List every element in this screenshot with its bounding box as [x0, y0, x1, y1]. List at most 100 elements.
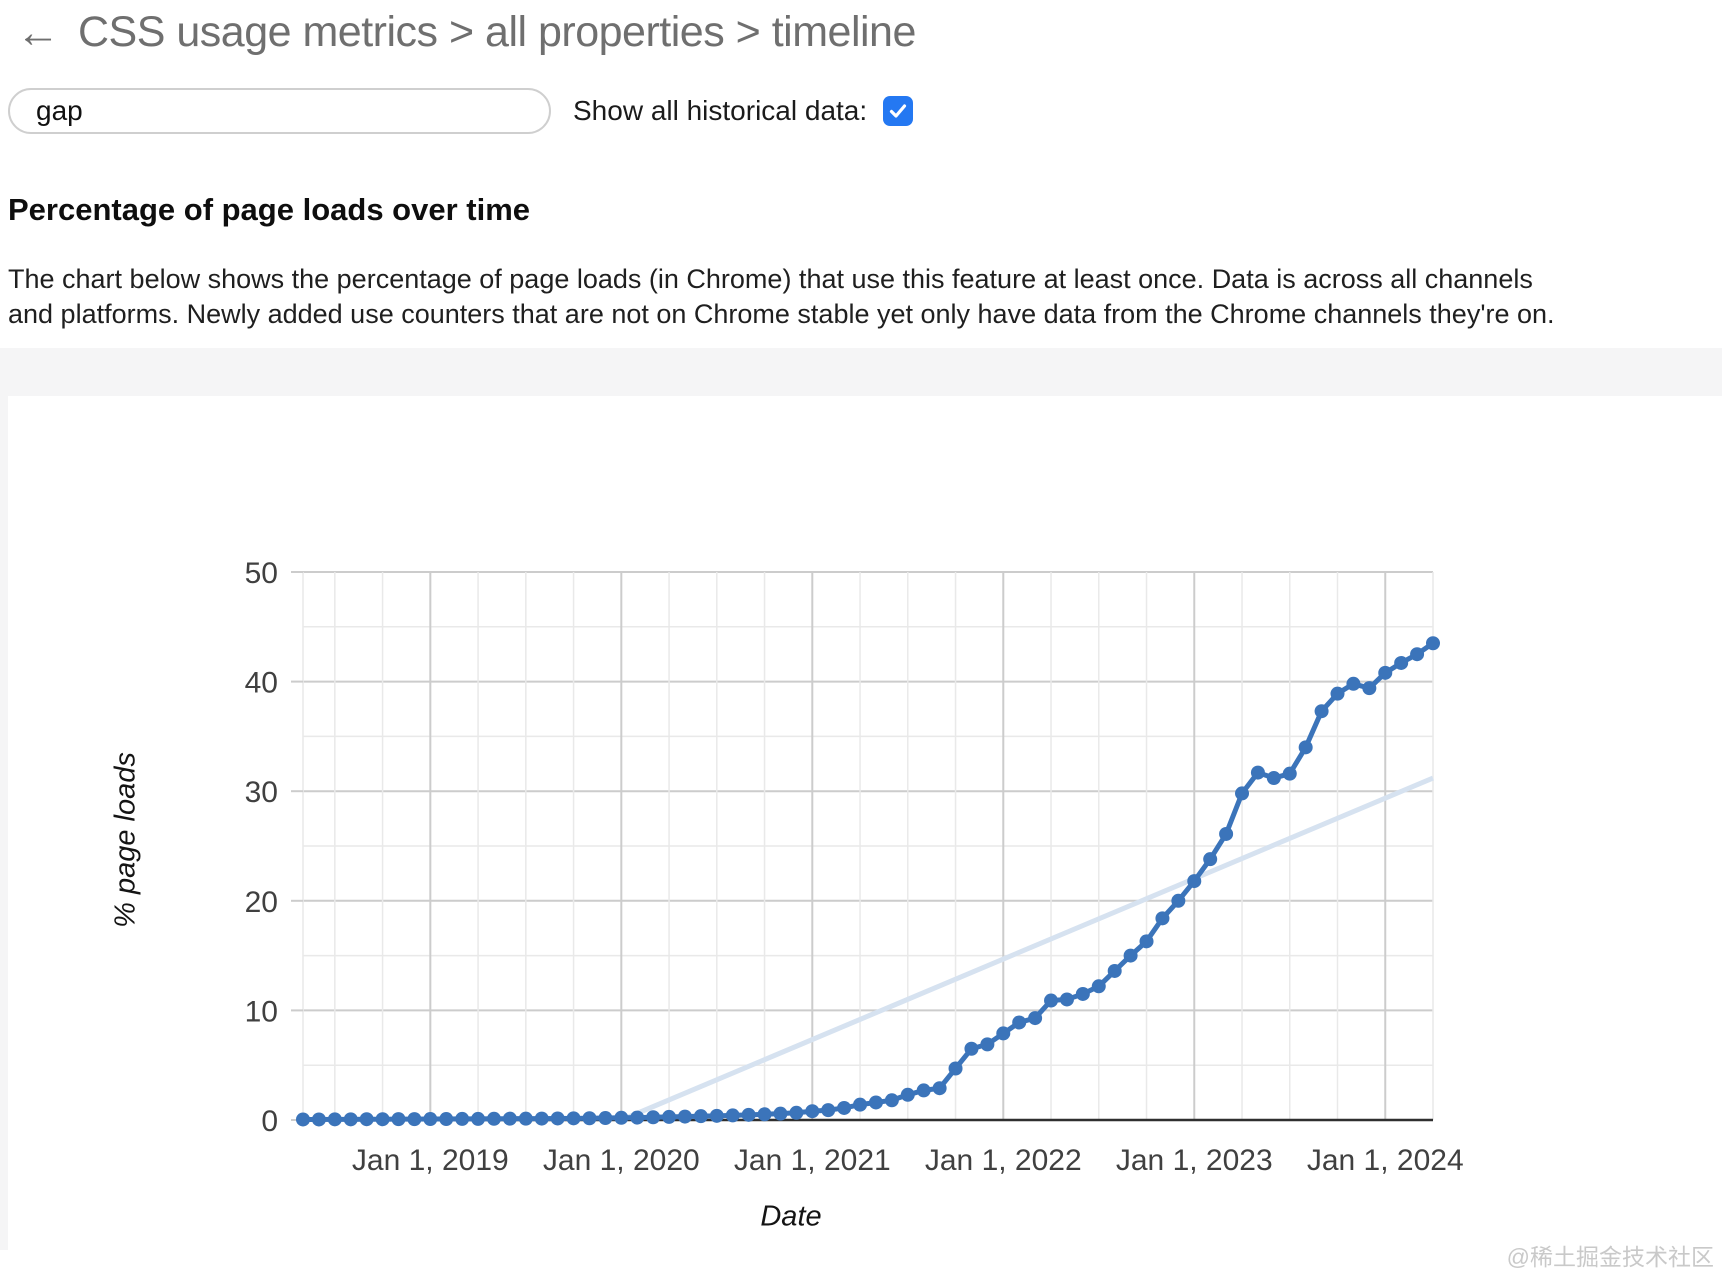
data-point[interactable]: [1107, 963, 1122, 978]
data-point[interactable]: [900, 1087, 915, 1102]
section-divider: [0, 348, 1722, 396]
x-tick-label: Jan 1, 2019: [352, 1144, 509, 1177]
data-point[interactable]: [1123, 948, 1138, 963]
data-point[interactable]: [1426, 636, 1440, 651]
data-point[interactable]: [709, 1108, 724, 1123]
data-point[interactable]: [789, 1105, 804, 1120]
data-point[interactable]: [1091, 979, 1106, 994]
historical-data-checkbox[interactable]: [883, 96, 914, 126]
data-point[interactable]: [598, 1111, 613, 1126]
feature-search-input[interactable]: [8, 88, 551, 134]
data-point[interactable]: [534, 1111, 549, 1126]
data-point[interactable]: [964, 1041, 979, 1056]
data-point[interactable]: [1330, 686, 1345, 701]
data-point[interactable]: [1266, 771, 1281, 786]
watermark: @稀土掘金技术社区: [1506, 1244, 1714, 1270]
data-point[interactable]: [646, 1110, 661, 1125]
y-tick-label: 20: [245, 886, 278, 919]
x-tick-label: Jan 1, 2022: [925, 1144, 1082, 1177]
data-point[interactable]: [296, 1112, 310, 1127]
data-point[interactable]: [566, 1111, 581, 1126]
data-point[interactable]: [821, 1103, 836, 1118]
data-point[interactable]: [614, 1110, 629, 1125]
left-gutter: [0, 348, 8, 1250]
data-point[interactable]: [1250, 765, 1265, 780]
data-point[interactable]: [1028, 1011, 1043, 1026]
data-point[interactable]: [1346, 676, 1361, 691]
y-tick-label: 40: [245, 667, 278, 700]
data-point[interactable]: [1187, 874, 1202, 889]
data-point[interactable]: [741, 1107, 756, 1122]
data-point[interactable]: [662, 1109, 677, 1124]
data-point[interactable]: [327, 1112, 342, 1127]
data-point[interactable]: [1059, 992, 1074, 1007]
x-tick-label: Jan 1, 2024: [1307, 1144, 1464, 1177]
data-point[interactable]: [1282, 766, 1297, 781]
data-point[interactable]: [868, 1095, 883, 1110]
data-point[interactable]: [677, 1109, 692, 1124]
data-point[interactable]: [725, 1108, 740, 1123]
historical-data-control: Show all historical data:: [573, 88, 914, 134]
data-point[interactable]: [1362, 681, 1377, 696]
breadcrumb-header: ← CSS usage metrics > all properties > t…: [16, 8, 916, 57]
data-point[interactable]: [1394, 655, 1409, 670]
data-point[interactable]: [359, 1112, 374, 1127]
data-point[interactable]: [407, 1112, 422, 1127]
section-description: The chart below shows the percentage of …: [8, 264, 1555, 329]
data-point[interactable]: [916, 1083, 931, 1098]
data-point[interactable]: [550, 1111, 565, 1126]
data-point[interactable]: [471, 1111, 486, 1126]
data-point[interactable]: [630, 1110, 645, 1125]
data-point[interactable]: [1155, 911, 1170, 926]
y-tick-label: 30: [245, 776, 278, 809]
y-tick-label: 10: [245, 995, 278, 1028]
data-point[interactable]: [980, 1037, 995, 1052]
data-point[interactable]: [1219, 826, 1234, 841]
data-point[interactable]: [805, 1104, 820, 1119]
data-point[interactable]: [1410, 647, 1425, 662]
y-tick-label: 0: [261, 1105, 278, 1138]
data-point[interactable]: [1314, 704, 1329, 719]
timeline-chart[interactable]: 0 10 20 30 40 50 Jan 1, 2019 Jan 1, 2020 Jan 1, …: [0, 400, 1722, 1252]
data-point[interactable]: [1171, 893, 1186, 908]
data-point[interactable]: [455, 1111, 470, 1126]
data-point[interactable]: [996, 1026, 1011, 1041]
back-arrow-icon[interactable]: ←: [16, 7, 60, 57]
data-point[interactable]: [486, 1111, 501, 1126]
y-tick-label: 50: [245, 557, 278, 590]
data-point[interactable]: [343, 1112, 358, 1127]
data-point[interactable]: [311, 1112, 326, 1127]
data-point[interactable]: [582, 1111, 597, 1126]
data-point[interactable]: [375, 1112, 390, 1127]
data-point[interactable]: [1298, 740, 1313, 755]
historical-data-label: Show all historical data:: [573, 95, 868, 126]
data-point[interactable]: [1378, 665, 1393, 680]
data-point[interactable]: [1012, 1015, 1027, 1030]
data-point[interactable]: [773, 1106, 788, 1121]
data-point[interactable]: [693, 1109, 708, 1124]
section-heading: Percentage of page loads over time: [8, 192, 531, 227]
x-tick-label: Jan 1, 2023: [1116, 1144, 1273, 1177]
data-point[interactable]: [391, 1112, 406, 1127]
data-point[interactable]: [853, 1097, 868, 1112]
data-point[interactable]: [1139, 934, 1154, 949]
x-tick-label: Jan 1, 2021: [734, 1144, 891, 1177]
data-point[interactable]: [1044, 993, 1059, 1008]
data-point[interactable]: [932, 1081, 947, 1096]
data-point[interactable]: [1203, 852, 1218, 867]
data-point[interactable]: [948, 1061, 963, 1076]
series-line: [300, 640, 1436, 1122]
data-point[interactable]: [423, 1112, 438, 1127]
x-axis-title: Date: [760, 1200, 822, 1233]
data-point[interactable]: [837, 1100, 852, 1115]
data-point[interactable]: [757, 1107, 772, 1122]
y-axis-title: % page loads: [109, 752, 142, 928]
checkmark-icon: [890, 104, 907, 118]
data-point[interactable]: [884, 1093, 899, 1108]
data-point[interactable]: [502, 1111, 517, 1126]
data-point[interactable]: [1075, 986, 1090, 1001]
data-point[interactable]: [518, 1111, 533, 1126]
data-point[interactable]: [439, 1112, 454, 1127]
x-tick-label: Jan 1, 2020: [543, 1144, 700, 1177]
data-point[interactable]: [1235, 786, 1250, 801]
